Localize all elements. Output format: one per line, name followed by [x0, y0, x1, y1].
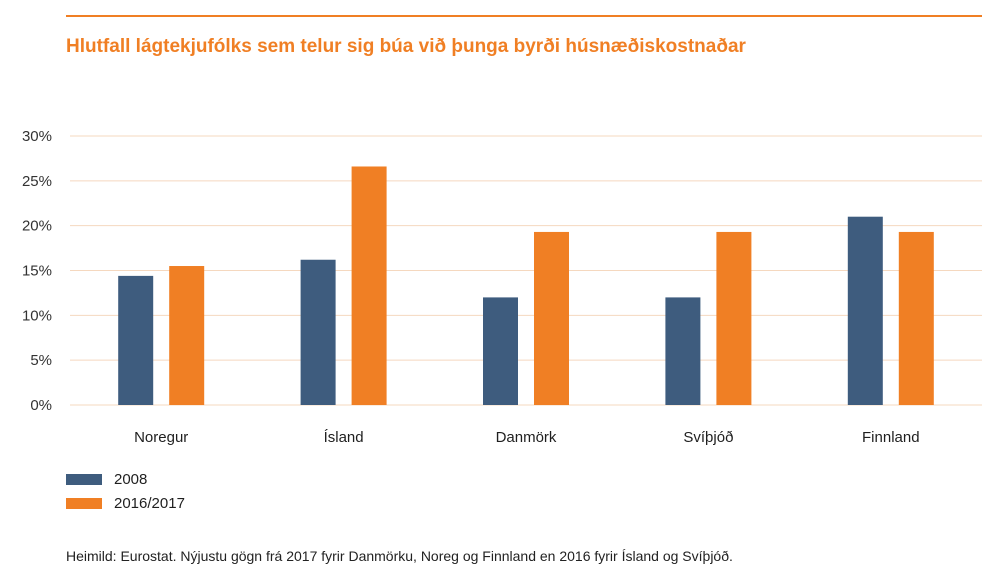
- source-note: Heimild: Eurostat. Nýjustu gögn frá 2017…: [66, 548, 733, 564]
- bar: [665, 297, 701, 405]
- x-tick-label: Ísland: [324, 429, 364, 446]
- bar: [169, 266, 205, 405]
- top-rule: [66, 15, 982, 17]
- bar: [351, 166, 387, 405]
- legend-label-2008: 2008: [114, 470, 148, 488]
- legend-item-2016-2017: 2016/2017: [66, 492, 185, 514]
- y-tick-label: 5%: [30, 352, 52, 369]
- bar-chart: 0% 5% 10% 15% 20% 25% 30% Noregur Ísland Danmörk S…: [22, 128, 982, 446]
- bar: [716, 231, 752, 405]
- y-tick-label: 20%: [22, 218, 52, 235]
- legend-label-2016-2017: 2016/2017: [114, 494, 185, 512]
- legend: 2008 2016/2017: [66, 468, 185, 516]
- y-tick-label: 0%: [30, 397, 52, 414]
- y-tick-label: 15%: [22, 263, 52, 280]
- x-tick-label: Noregur: [134, 429, 188, 446]
- bar: [898, 231, 934, 405]
- y-tick-label: 25%: [22, 173, 52, 190]
- chart-title: Hlutfall lágtekjufólks sem telur sig búa…: [66, 36, 746, 57]
- legend-swatch-2016-2017: [66, 497, 102, 509]
- x-tick-label: Finnland: [862, 429, 920, 446]
- bar: [483, 297, 518, 405]
- y-tick-label: 10%: [22, 307, 52, 324]
- y-tick-label: 30%: [22, 128, 52, 145]
- bar: [534, 231, 569, 405]
- x-tick-label: Danmörk: [496, 429, 557, 446]
- legend-swatch-2008: [66, 473, 102, 485]
- bar: [300, 259, 336, 405]
- x-tick-label: Svíþjóð: [683, 429, 733, 446]
- bar: [118, 275, 154, 405]
- legend-item-2008: 2008: [66, 468, 185, 490]
- bar: [847, 216, 883, 405]
